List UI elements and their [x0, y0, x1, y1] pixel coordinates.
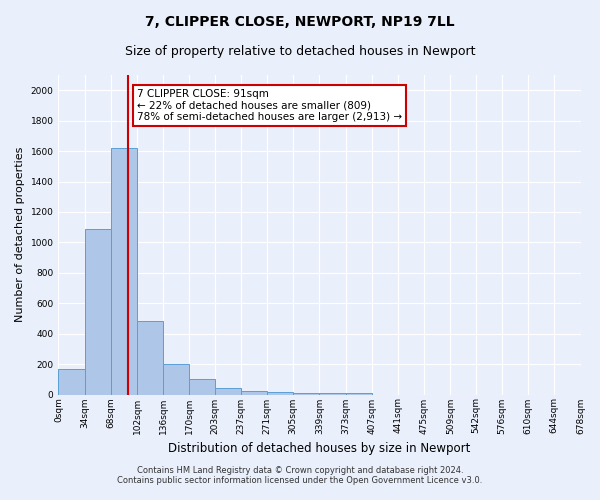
Text: 7 CLIPPER CLOSE: 91sqm
← 22% of detached houses are smaller (809)
78% of semi-de: 7 CLIPPER CLOSE: 91sqm ← 22% of detached…: [137, 88, 402, 122]
Bar: [111, 148, 137, 394]
Bar: [58, 370, 85, 394]
Bar: [319, 393, 346, 394]
Text: 7, CLIPPER CLOSE, NEWPORT, NP19 7LL: 7, CLIPPER CLOSE, NEWPORT, NP19 7LL: [145, 15, 455, 29]
Bar: [85, 228, 111, 394]
Bar: [267, 392, 293, 394]
Text: Contains HM Land Registry data © Crown copyright and database right 2024.
Contai: Contains HM Land Registry data © Crown c…: [118, 466, 482, 485]
Bar: [346, 393, 372, 394]
Bar: [190, 380, 215, 394]
Bar: [293, 393, 319, 394]
Bar: [241, 390, 267, 394]
Bar: [163, 364, 190, 394]
Bar: [137, 322, 163, 394]
X-axis label: Distribution of detached houses by size in Newport: Distribution of detached houses by size …: [168, 442, 470, 455]
Text: Size of property relative to detached houses in Newport: Size of property relative to detached ho…: [125, 45, 475, 58]
Bar: [215, 388, 241, 394]
Y-axis label: Number of detached properties: Number of detached properties: [15, 147, 25, 322]
